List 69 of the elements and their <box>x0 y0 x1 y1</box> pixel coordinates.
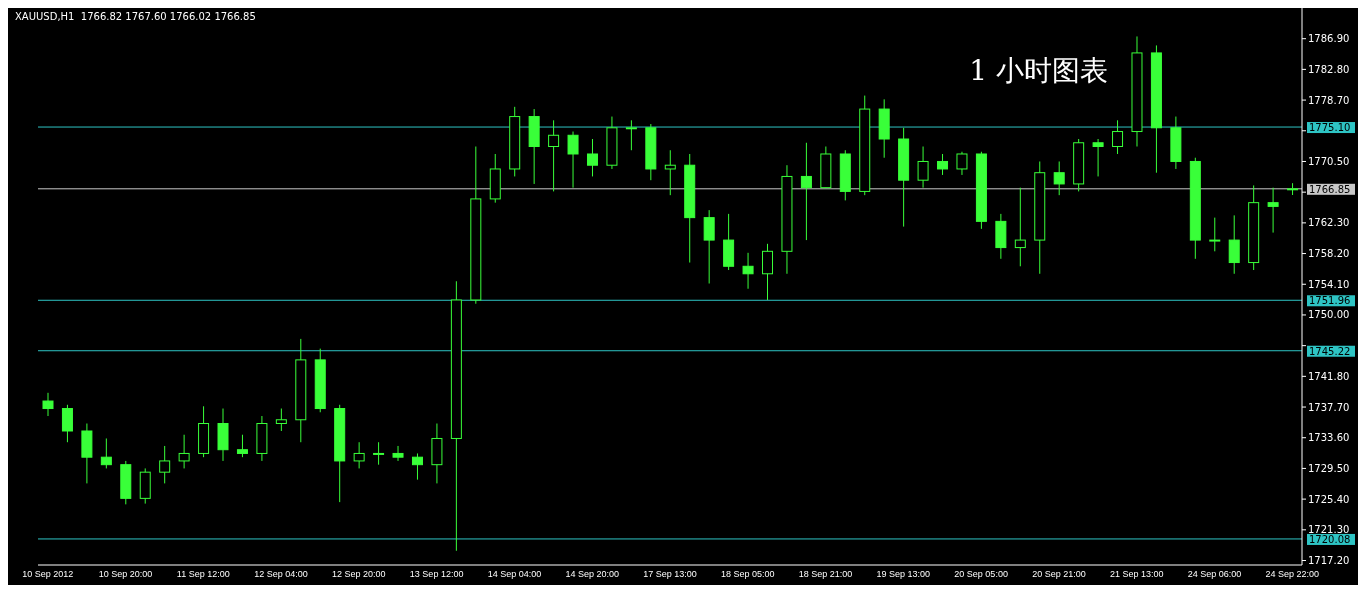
y-tick-label: 1717.20 <box>1308 555 1350 567</box>
x-tick-label: 14 Sep 20:00 <box>565 569 619 580</box>
candlestick <box>586 138 598 177</box>
y-tick-label: 1750.00 <box>1308 309 1350 321</box>
ref-line-label: 1775.10 <box>1309 122 1351 134</box>
candlestick <box>917 146 929 189</box>
ref-line-label: 1751.96 <box>1309 295 1351 307</box>
candlestick <box>1209 217 1221 252</box>
y-tick-label: 1725.40 <box>1308 493 1350 505</box>
x-tick-label: 19 Sep 13:00 <box>876 569 931 580</box>
candlestick <box>567 131 579 189</box>
candlestick <box>1112 119 1124 155</box>
y-tick-label: 1721.30 <box>1308 524 1350 536</box>
candlestick <box>800 142 812 241</box>
ref-line-label: 1720.08 <box>1309 533 1351 545</box>
x-tick-label: 18 Sep 05:00 <box>721 569 775 580</box>
candlestick <box>392 445 404 462</box>
x-tick-label: 10 Sep 20:00 <box>98 569 153 580</box>
x-tick-label: 13 Sep 12:00 <box>409 569 464 580</box>
x-tick-label: 20 Sep 21:00 <box>1032 569 1086 580</box>
x-tick-label: 12 Sep 04:00 <box>254 569 308 580</box>
candlestick <box>1228 214 1240 275</box>
chart-title: XAUUSD,H1 1766.82 1767.60 1766.02 1766.85 <box>15 11 256 22</box>
candlestick <box>1267 187 1279 234</box>
candlestick <box>1014 187 1026 267</box>
ref-line-label: 1745.22 <box>1309 345 1351 357</box>
candlestick <box>762 243 774 301</box>
candlestick <box>411 452 423 481</box>
y-tick-label: 1770.50 <box>1308 156 1350 168</box>
candlestick <box>373 441 385 466</box>
candlestick <box>1092 138 1104 177</box>
candlestick <box>956 151 968 176</box>
x-tick-label: 24 Sep 06:00 <box>1187 569 1242 580</box>
y-tick-label: 1729.50 <box>1308 462 1350 474</box>
x-tick-label: 10 Sep 2012 <box>22 569 74 580</box>
y-tick-label: 1737.70 <box>1308 401 1350 413</box>
x-tick-label: 18 Sep 21:00 <box>798 569 853 580</box>
x-tick-label: 24 Sep 22:00 <box>1265 569 1320 580</box>
y-tick-label: 1733.60 <box>1308 432 1350 444</box>
candlestick <box>159 445 171 484</box>
y-tick-label: 1782.80 <box>1308 63 1350 75</box>
x-tick-label: 12 Sep 20:00 <box>332 569 386 580</box>
candlestick <box>100 437 112 469</box>
x-tick-label: 11 Sep 12:00 <box>176 569 230 580</box>
candlestick <box>937 153 949 176</box>
y-tick-label: 1754.10 <box>1308 278 1350 290</box>
y-tick-label: 1741.80 <box>1308 370 1350 382</box>
y-tick-label: 1762.30 <box>1308 217 1350 229</box>
candlestick <box>1053 160 1065 196</box>
x-tick-label: 17 Sep 13:00 <box>643 569 697 580</box>
x-tick-label: 14 Sep 04:00 <box>487 569 542 580</box>
annotation: 1 小时图表 <box>969 53 1108 89</box>
candlestick <box>61 404 73 443</box>
y-tick-label: 1758.20 <box>1308 248 1350 260</box>
x-tick-label: 21 Sep 13:00 <box>1109 569 1164 580</box>
candlestick <box>42 392 54 417</box>
ref-line-label: 1766.85 <box>1309 183 1351 195</box>
candlestick <box>742 252 754 290</box>
candlestick <box>548 119 560 192</box>
y-tick-label: 1786.90 <box>1308 33 1350 45</box>
candlestick <box>664 149 676 196</box>
y-tick-label: 1778.70 <box>1308 94 1350 106</box>
x-tick-label: 20 Sep 05:00 <box>954 569 1008 580</box>
candlestick <box>353 441 365 469</box>
candlestick <box>625 119 637 151</box>
candlestick <box>236 434 248 458</box>
candlestick <box>275 408 287 432</box>
candlestick <box>703 209 715 285</box>
candlestick <box>178 434 190 469</box>
